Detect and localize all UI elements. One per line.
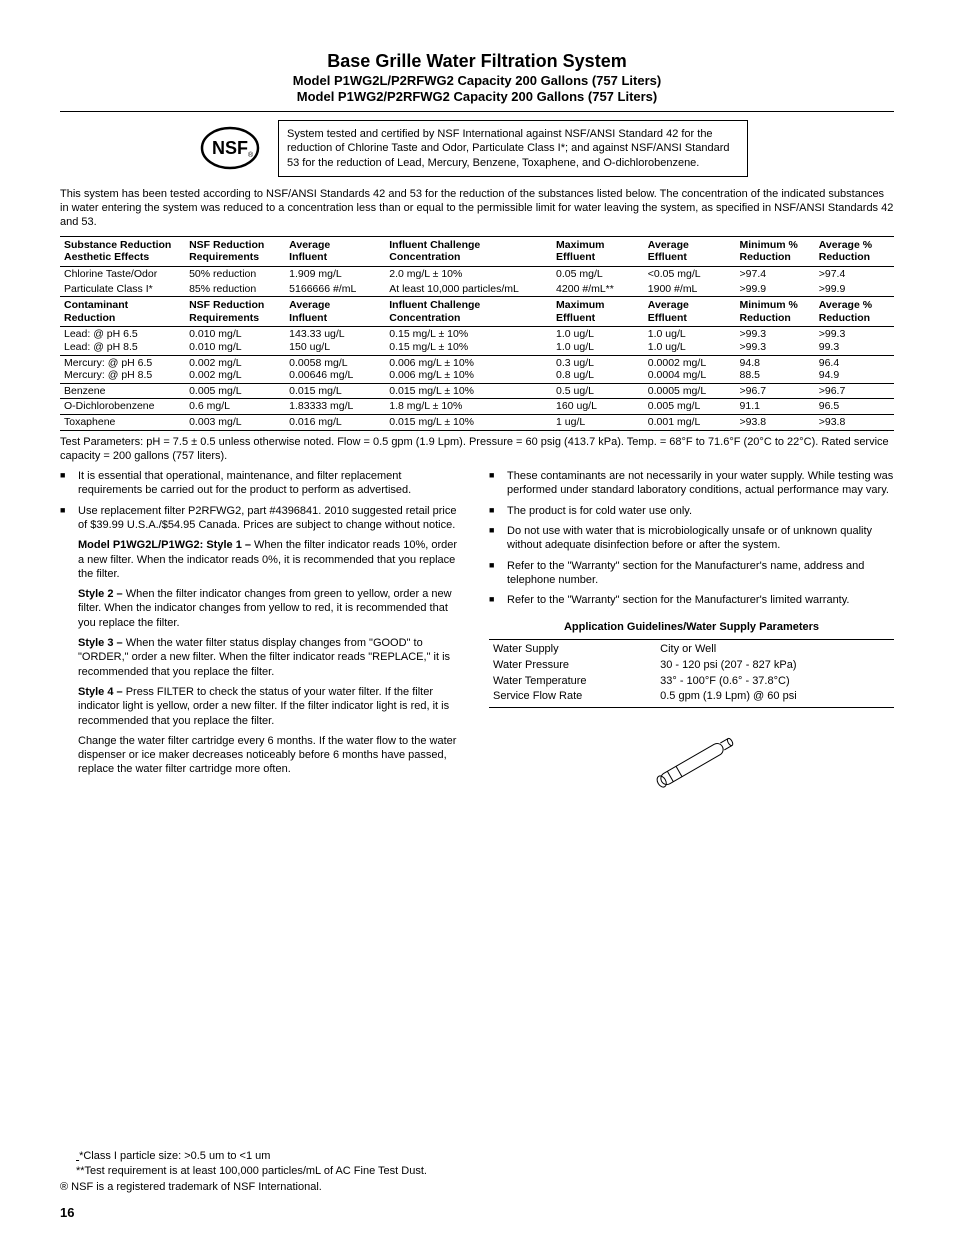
params-row: Water Pressure30 - 120 psi (207 - 827 kP… bbox=[489, 658, 894, 674]
filter-cartridge-icon bbox=[489, 724, 894, 809]
bullet-item: Refer to the "Warranty" section for the … bbox=[489, 559, 894, 588]
footnotes: *Class I particle size: >0.5 um to <1 um… bbox=[60, 1149, 894, 1195]
nsf-row: NSF ® System tested and certified by NSF… bbox=[200, 120, 894, 177]
params-rule-top bbox=[489, 639, 894, 640]
two-column-body: It is essential that operational, mainte… bbox=[60, 469, 894, 809]
style-paragraph: Style 4 – Press FILTER to check the stat… bbox=[60, 685, 465, 728]
table-row: Particulate Class I*85% reduction5166666… bbox=[60, 282, 894, 297]
bullet-item: Use replacement filter P2RFWG2, part #43… bbox=[60, 504, 465, 533]
nsf-logo-icon: NSF ® bbox=[200, 125, 260, 171]
table-row: Mercury: @ pH 6.5Mercury: @ pH 8.5 0.002… bbox=[60, 355, 894, 383]
svg-text:NSF: NSF bbox=[212, 138, 248, 158]
table-row: Chlorine Taste/Odor50% reduction1.909 mg… bbox=[60, 266, 894, 281]
title-rule bbox=[60, 111, 894, 112]
bullet-item: It is essential that operational, mainte… bbox=[60, 469, 465, 498]
footnote-3: ® NSF is a registered trademark of NSF I… bbox=[60, 1180, 894, 1195]
params-table: Water SupplyCity or Well Water Pressure3… bbox=[489, 642, 894, 705]
test-parameters: Test Parameters: pH = 7.5 ± 0.5 unless o… bbox=[60, 435, 894, 464]
params-title: Application Guidelines/Water Supply Para… bbox=[489, 621, 894, 635]
params-row: Water Temperature33° - 100°F (0.6° - 37.… bbox=[489, 674, 894, 690]
style-paragraph: Style 2 – When the filter indicator chan… bbox=[60, 587, 465, 630]
table-row: Toxaphene0.003 mg/L0.016 mg/L0.015 mg/L … bbox=[60, 414, 894, 430]
table-row: Lead: @ pH 6.5Lead: @ pH 8.5 0.010 mg/L0… bbox=[60, 327, 894, 355]
params-rule-bottom bbox=[489, 707, 894, 708]
title-block: Base Grille Water Filtration System Mode… bbox=[60, 50, 894, 105]
page-number: 16 bbox=[60, 1205, 894, 1221]
bullet-item: Do not use with water that is microbiolo… bbox=[489, 524, 894, 553]
right-column: These contaminants are not necessarily i… bbox=[489, 469, 894, 809]
bullet-item: These contaminants are not necessarily i… bbox=[489, 469, 894, 498]
table-header-2: ContaminantReduction NSF ReductionRequir… bbox=[60, 297, 894, 327]
performance-table: Substance ReductionAesthetic Effects NSF… bbox=[60, 236, 894, 431]
table-row: Benzene0.005 mg/L0.015 mg/L0.015 mg/L ± … bbox=[60, 383, 894, 399]
svg-text:®: ® bbox=[248, 151, 254, 159]
bullet-item: The product is for cold water use only. bbox=[489, 504, 894, 518]
params-row: Service Flow Rate0.5 gpm (1.9 Lpm) @ 60 … bbox=[489, 689, 894, 705]
table-header-1: Substance ReductionAesthetic Effects NSF… bbox=[60, 236, 894, 266]
footnote-2: **Test requirement is at least 100,000 p… bbox=[60, 1164, 894, 1179]
footnote-1: *Class I particle size: >0.5 um to <1 um bbox=[60, 1149, 894, 1164]
style-paragraph: Model P1WG2L/P1WG2: Style 1 – When the f… bbox=[60, 538, 465, 581]
nsf-cert-box: System tested and certified by NSF Inter… bbox=[278, 120, 748, 177]
main-title: Base Grille Water Filtration System bbox=[60, 50, 894, 73]
table-row: O-Dichlorobenzene0.6 mg/L1.83333 mg/L1.8… bbox=[60, 399, 894, 415]
intro-paragraph: This system has been tested according to… bbox=[60, 187, 894, 230]
subtitle-1: Model P1WG2L/P2RFWG2 Capacity 200 Gallon… bbox=[60, 73, 894, 89]
left-column: It is essential that operational, mainte… bbox=[60, 469, 465, 809]
change-filter-paragraph: Change the water filter cartridge every … bbox=[60, 734, 465, 777]
params-row: Water SupplyCity or Well bbox=[489, 642, 894, 658]
bullet-item: Refer to the "Warranty" section for the … bbox=[489, 593, 894, 607]
subtitle-2: Model P1WG2/P2RFWG2 Capacity 200 Gallons… bbox=[60, 89, 894, 105]
style-paragraph: Style 3 – When the water filter status d… bbox=[60, 636, 465, 679]
